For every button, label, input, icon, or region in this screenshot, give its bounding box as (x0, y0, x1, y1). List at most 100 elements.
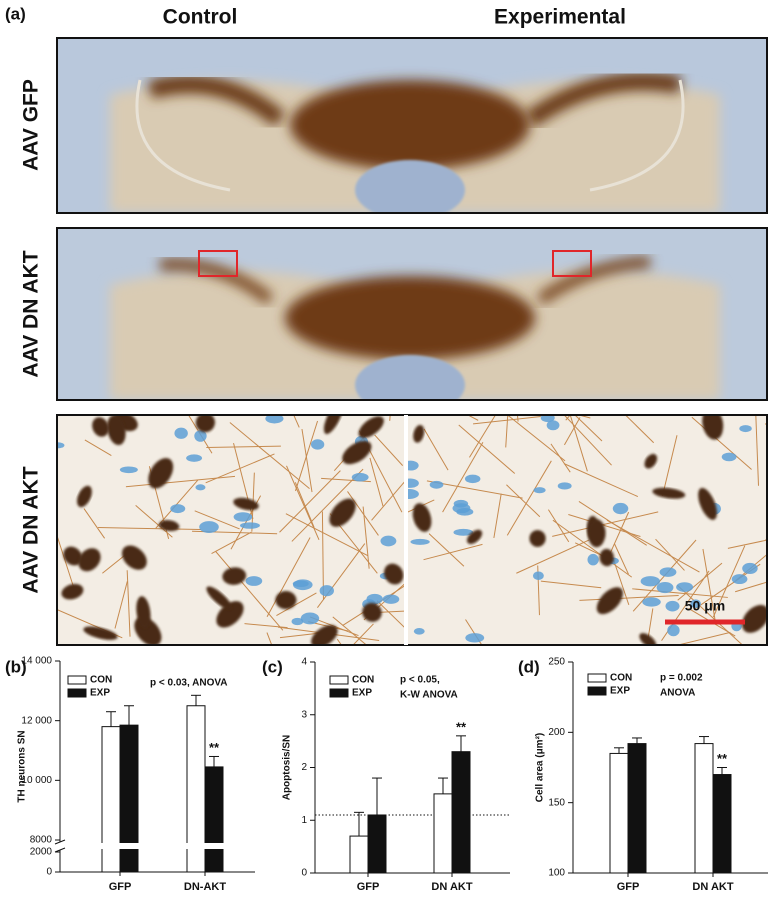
nucleus (382, 594, 400, 604)
fiber (661, 435, 678, 497)
fiber (624, 415, 655, 444)
fiber (702, 548, 716, 622)
cell (148, 458, 174, 489)
fiber (423, 428, 449, 471)
cell (383, 563, 404, 585)
row-label: AAV DN AKT (20, 250, 43, 377)
legend-swatch (67, 675, 87, 685)
fiber (194, 510, 240, 530)
bar (433, 793, 453, 874)
fiber (493, 493, 502, 539)
micrograph (57, 415, 404, 645)
cell (63, 546, 83, 566)
cell (78, 548, 101, 572)
fiber (266, 632, 273, 645)
annotation: p = 0.002 (660, 673, 703, 684)
fiber (727, 539, 767, 549)
y-tick-label: 0 (46, 867, 52, 878)
micrograph (57, 228, 767, 400)
fiber (540, 580, 602, 589)
nucleus (199, 521, 219, 533)
nucleus (667, 624, 680, 637)
fiber (206, 445, 281, 448)
cell (311, 625, 338, 645)
frame (56, 227, 768, 401)
cell (413, 425, 425, 443)
inset-box (552, 250, 592, 277)
y-tick-label: 2 (301, 762, 307, 773)
fiber (676, 584, 743, 645)
annotation: p < 0.05, (400, 675, 440, 686)
fiber (84, 439, 112, 456)
y-tick-label: 2000 (30, 847, 53, 858)
nucleus (265, 415, 284, 424)
fiber (563, 417, 581, 446)
bar (694, 743, 714, 874)
y-axis-label: TH neurons SN (17, 730, 28, 802)
fiber (606, 519, 700, 573)
y-tick-label: 14 000 (21, 656, 52, 667)
cell (466, 529, 483, 544)
cell (599, 548, 614, 567)
bar (712, 774, 732, 874)
fiber (266, 537, 311, 618)
fiber (506, 460, 552, 536)
frame (56, 414, 768, 646)
cell (342, 440, 372, 465)
nucleus (612, 502, 629, 515)
annotation: K-W ANOVA (400, 690, 458, 701)
panel-label: (b) (5, 657, 27, 676)
fiber (126, 570, 131, 637)
cell (83, 626, 118, 640)
fiber (563, 463, 639, 498)
nucleus (532, 571, 544, 581)
nucleus (233, 512, 253, 522)
x-tick-label: GFP (617, 881, 640, 893)
cell (92, 417, 109, 437)
cell (587, 519, 606, 548)
nucleus (659, 567, 677, 577)
panel-label: (c) (262, 657, 283, 676)
fiber (369, 457, 384, 507)
fiber (579, 594, 679, 601)
fiber (301, 428, 313, 493)
legend-swatch (329, 675, 349, 685)
row-label: AAV GFP (20, 79, 43, 171)
fiber (279, 470, 341, 533)
axis-break (54, 847, 66, 853)
bar-break (186, 843, 206, 849)
fiber (187, 415, 213, 454)
cell (61, 583, 84, 600)
fiber (294, 482, 315, 528)
fiber (423, 543, 483, 561)
fiber (428, 533, 465, 567)
cell (644, 453, 658, 469)
nucleus (587, 553, 599, 566)
bar (101, 726, 121, 873)
inset-box (198, 250, 238, 277)
nucleus (721, 452, 737, 462)
nucleus (310, 439, 325, 450)
x-tick-label: DN AKT (692, 881, 733, 893)
y-tick-label: 4 (301, 657, 307, 668)
y-tick-label: 200 (548, 727, 565, 738)
fiber (293, 415, 300, 428)
fiber (57, 534, 76, 593)
fiber (347, 491, 379, 536)
cell (107, 415, 126, 446)
fiber (613, 543, 629, 575)
bar (349, 835, 369, 874)
x-tick-label: DN AKT (431, 881, 472, 893)
fiber (550, 443, 571, 473)
nucleus (195, 484, 206, 491)
x-tick-label: GFP (109, 881, 132, 893)
nucleus (186, 454, 203, 462)
cell (329, 498, 356, 527)
fiber (458, 424, 516, 474)
cell (216, 601, 244, 628)
bar (609, 752, 629, 874)
nucleus (291, 617, 304, 626)
fiber (321, 511, 324, 600)
fiber (632, 588, 728, 598)
bar (367, 814, 387, 874)
